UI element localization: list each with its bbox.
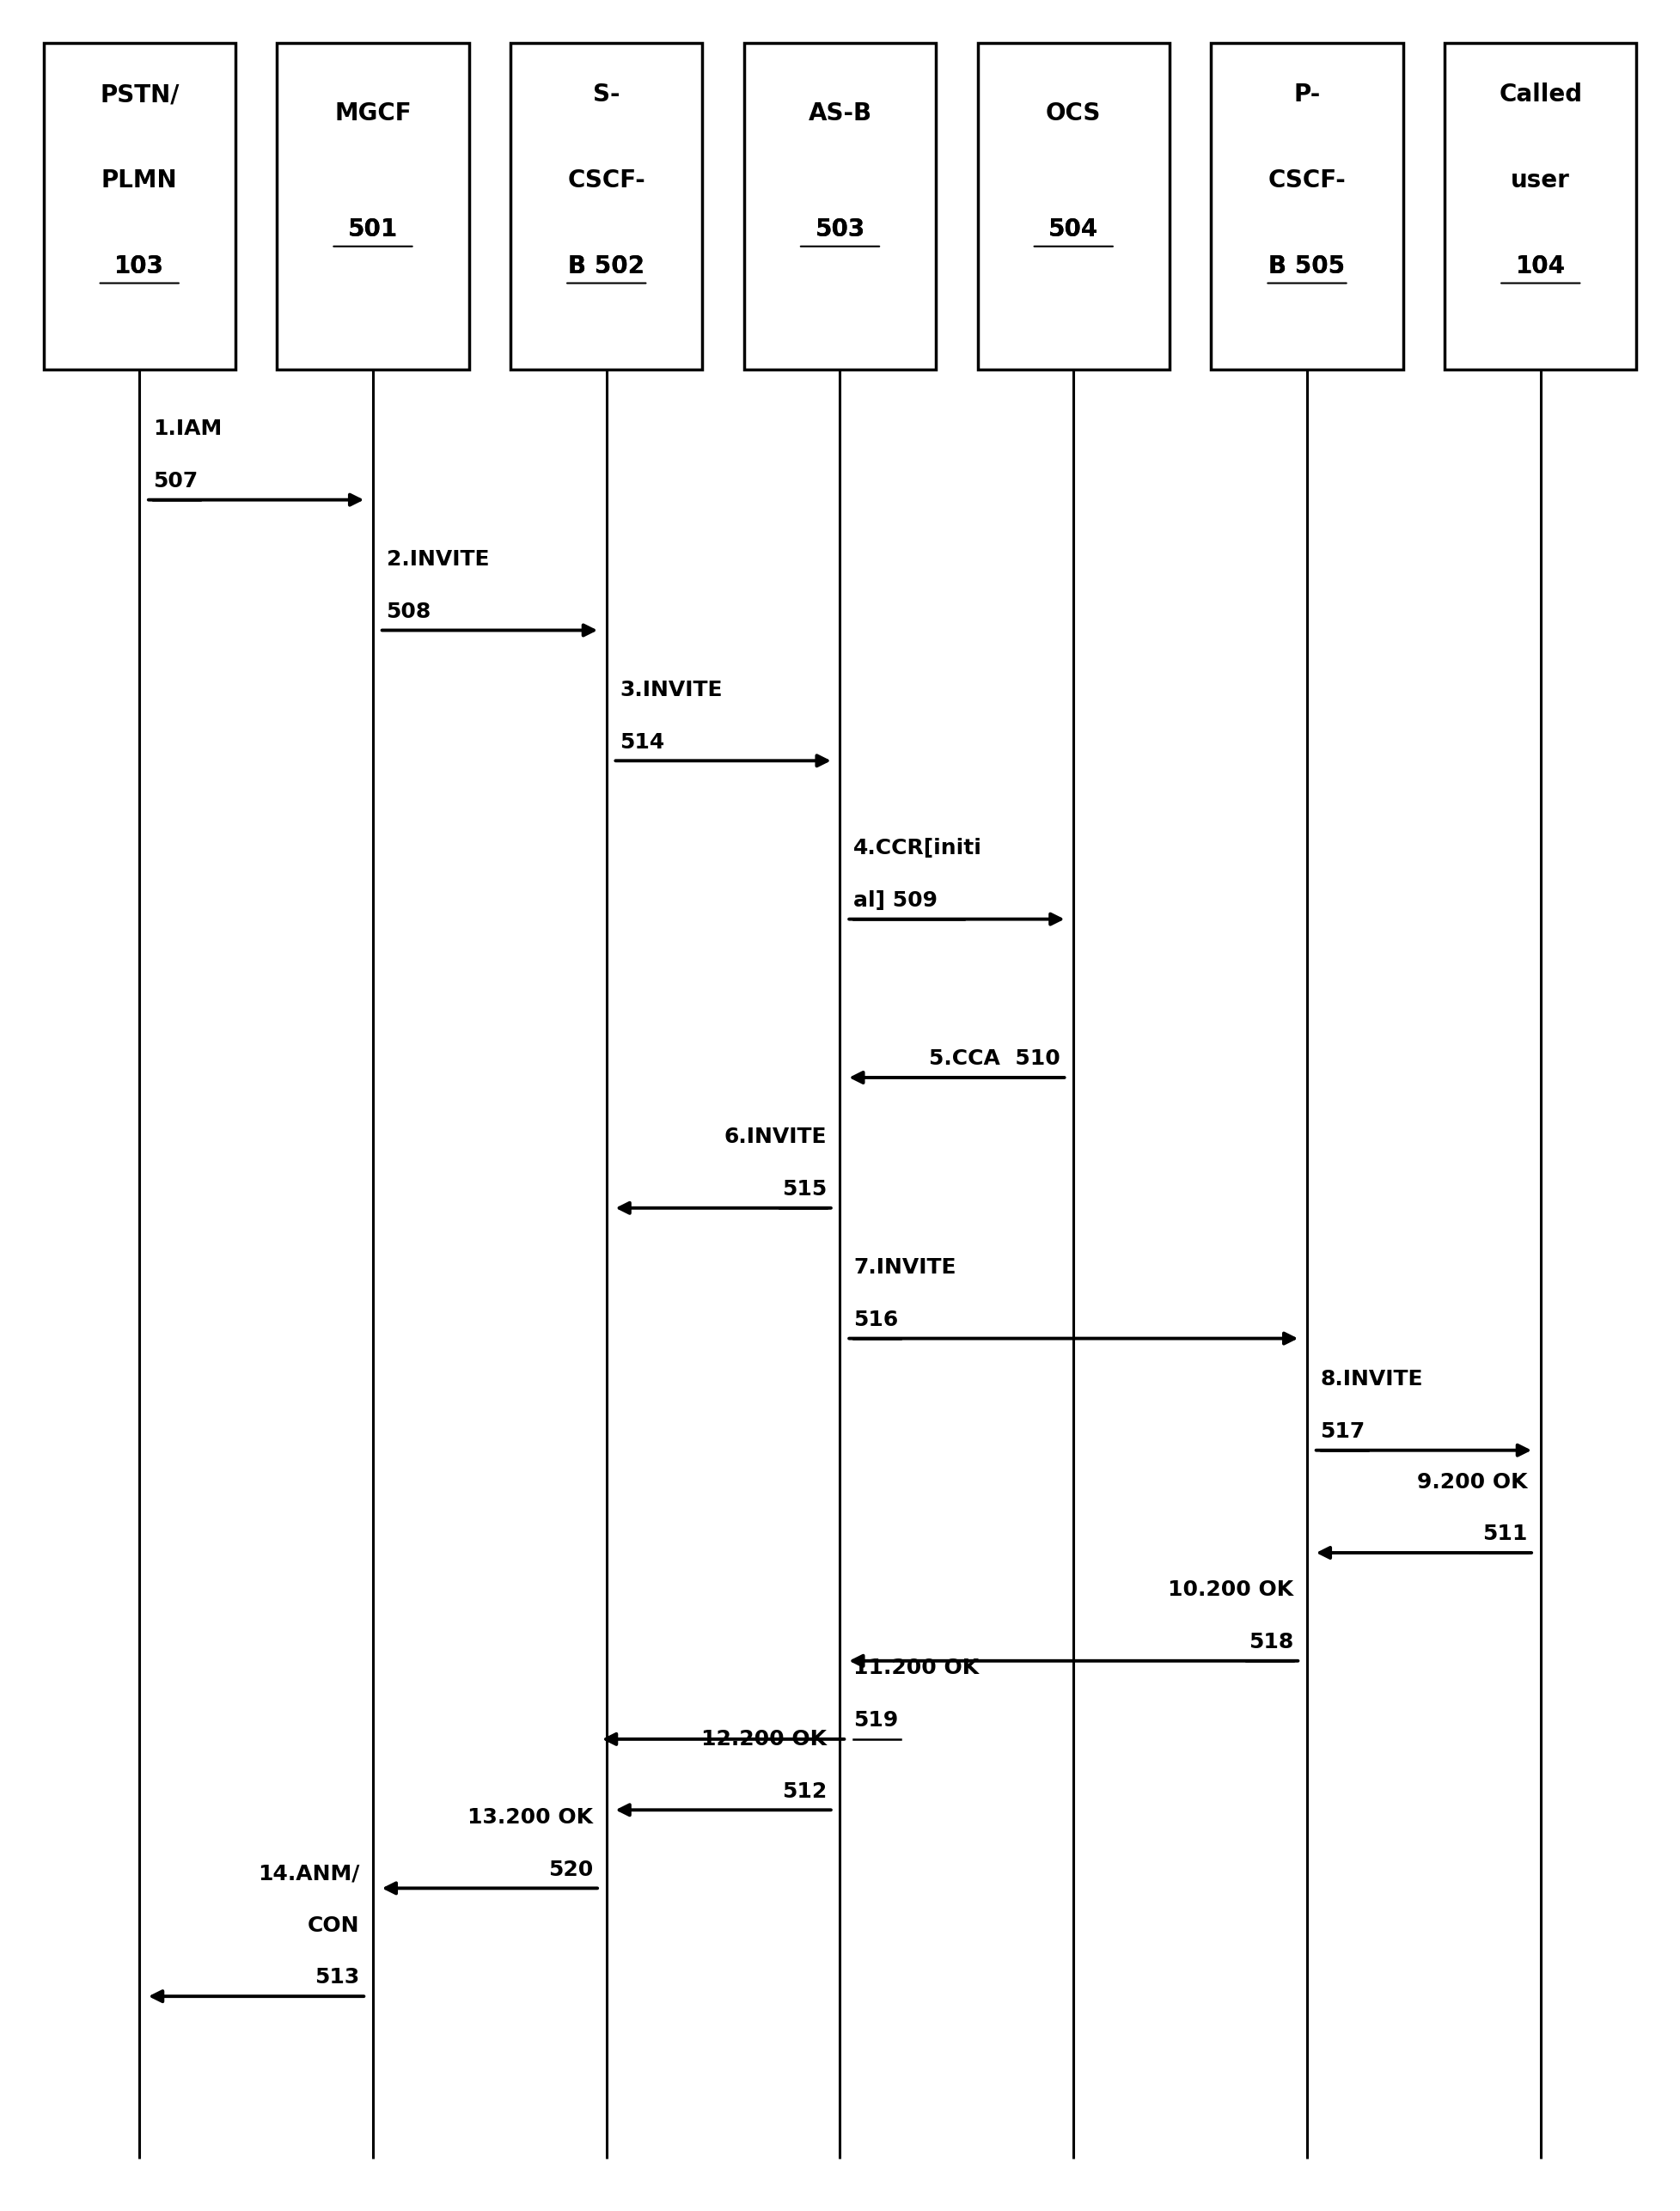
Text: 504: 504 (1048, 217, 1099, 241)
Text: al] 509: al] 509 (853, 891, 937, 911)
Bar (44, 44, 235, 369)
Text: 504: 504 (1048, 217, 1099, 241)
Text: AS-B: AS-B (808, 102, 872, 126)
Text: CSCF-: CSCF- (568, 168, 645, 192)
Text: 103: 103 (114, 254, 165, 279)
Text: 501: 501 (348, 217, 398, 241)
Text: Called: Called (1499, 82, 1583, 106)
Text: user: user (1510, 168, 1571, 192)
Text: PLMN: PLMN (101, 168, 178, 192)
Bar (511, 44, 702, 369)
Text: 4.CCR[initi: 4.CCR[initi (853, 838, 983, 858)
Text: 514: 514 (620, 732, 665, 752)
Text: 519: 519 (853, 1709, 899, 1731)
Text: 5.CCA  510: 5.CCA 510 (929, 1048, 1060, 1070)
Text: 103: 103 (114, 254, 165, 279)
Text: 513: 513 (314, 1968, 360, 1988)
Text: 104: 104 (1515, 254, 1566, 279)
Text: PSTN/: PSTN/ (99, 82, 180, 106)
Bar (1211, 44, 1403, 369)
Text: 501: 501 (348, 217, 398, 241)
Text: 10.200 OK: 10.200 OK (1168, 1579, 1294, 1601)
Text: 508: 508 (386, 601, 432, 621)
Text: MGCF: MGCF (334, 102, 412, 126)
Text: CSCF-: CSCF- (1268, 168, 1346, 192)
Text: CON: CON (307, 1915, 360, 1937)
Text: 12.200 OK: 12.200 OK (701, 1729, 827, 1749)
Text: B 502: B 502 (568, 254, 645, 279)
Text: 1.IAM: 1.IAM (153, 418, 222, 440)
Text: 13.200 OK: 13.200 OK (467, 1806, 593, 1828)
Text: 503: 503 (815, 217, 865, 241)
Bar (978, 44, 1169, 369)
Text: OCS: OCS (1047, 102, 1100, 126)
Bar (744, 44, 936, 369)
Text: 503: 503 (815, 217, 865, 241)
Text: 515: 515 (781, 1178, 827, 1201)
Text: B 505: B 505 (1268, 254, 1346, 279)
Text: 516: 516 (853, 1309, 899, 1331)
Text: 9.200 OK: 9.200 OK (1416, 1473, 1527, 1492)
Bar (1445, 44, 1636, 369)
Text: 511: 511 (1482, 1523, 1527, 1545)
Text: 7.INVITE: 7.INVITE (853, 1258, 956, 1278)
Text: 517: 517 (1320, 1422, 1366, 1442)
Text: 512: 512 (781, 1782, 827, 1802)
Text: 518: 518 (1248, 1632, 1294, 1652)
Text: 6.INVITE: 6.INVITE (724, 1128, 827, 1148)
Text: 520: 520 (548, 1859, 593, 1879)
Text: 2.INVITE: 2.INVITE (386, 548, 489, 570)
Text: 11.200 OK: 11.200 OK (853, 1658, 979, 1678)
Text: 507: 507 (153, 471, 198, 491)
Text: S-: S- (593, 82, 620, 106)
Text: 14.ANM/: 14.ANM/ (257, 1864, 360, 1884)
Text: 104: 104 (1515, 254, 1566, 279)
Text: 8.INVITE: 8.INVITE (1320, 1369, 1423, 1391)
Text: B 505: B 505 (1268, 254, 1346, 279)
Text: P-: P- (1294, 82, 1320, 106)
Bar (277, 44, 469, 369)
Text: B 502: B 502 (568, 254, 645, 279)
Text: 3.INVITE: 3.INVITE (620, 679, 722, 701)
